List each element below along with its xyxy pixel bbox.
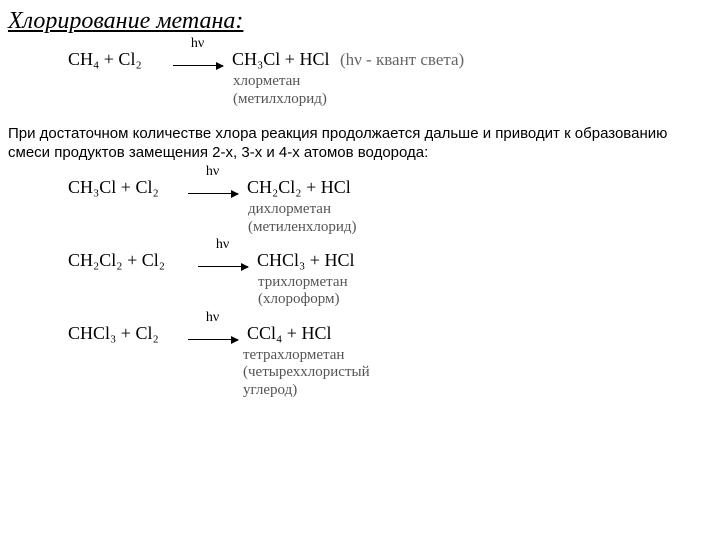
eq4-product-name: тетрахлорметан (четыреххлористый углерод… [243, 347, 712, 399]
eq2-rhs: CH₂Cl₂ + HCl [247, 177, 351, 197]
eq2-lhs: CH₃Cl + Cl₂ [68, 177, 178, 198]
eq1-arrow: hν [168, 50, 228, 71]
reaction-2: CH₃Cl + Cl₂ hν CH₂Cl₂ + HCl дихлорметан … [8, 177, 712, 236]
eq4-arrow: hν [183, 324, 243, 345]
eq2-arrow: hν [183, 178, 243, 199]
page-title: Хлорирование метана: [8, 8, 712, 35]
eq2-cond: hν [183, 164, 243, 180]
eq4-cond: hν [183, 310, 243, 326]
reaction-3: CH₂Cl₂ + Cl₂ hν CHCl₃ + HCl трихлорметан… [8, 250, 712, 309]
reaction-1: CH₄ + Cl₂ hν CH₃Cl + HCl (hν - квант све… [8, 49, 712, 108]
eq1-product-name: хлорметан (метилхлорид) [233, 73, 712, 108]
eq4-lhs: CHCl₃ + Cl₂ [68, 323, 178, 344]
eq3-arrow: hν [193, 251, 253, 272]
eq1-note: (hν - квант света) [340, 50, 464, 69]
eq3-rhs: CHCl₃ + HCl [257, 250, 354, 270]
eq1-lhs: CH₄ + Cl₂ [68, 49, 163, 70]
eq1-cond: hν [168, 36, 228, 52]
paragraph: При достаточном количестве хлора реакция… [8, 124, 712, 163]
eq3-cond: hν [193, 237, 253, 253]
eq1-rhs: CH₃Cl + HCl [232, 49, 329, 69]
eq3-lhs: CH₂Cl₂ + Cl₂ [68, 250, 188, 271]
eq2-product-name: дихлорметан (метиленхлорид) [248, 201, 712, 236]
eq4-rhs: CCl₄ + HCl [247, 323, 331, 343]
reaction-4: CHCl₃ + Cl₂ hν CCl₄ + HCl тетрахлорметан… [8, 323, 712, 399]
eq3-product-name: трихлорметан (хлороформ) [258, 274, 712, 309]
